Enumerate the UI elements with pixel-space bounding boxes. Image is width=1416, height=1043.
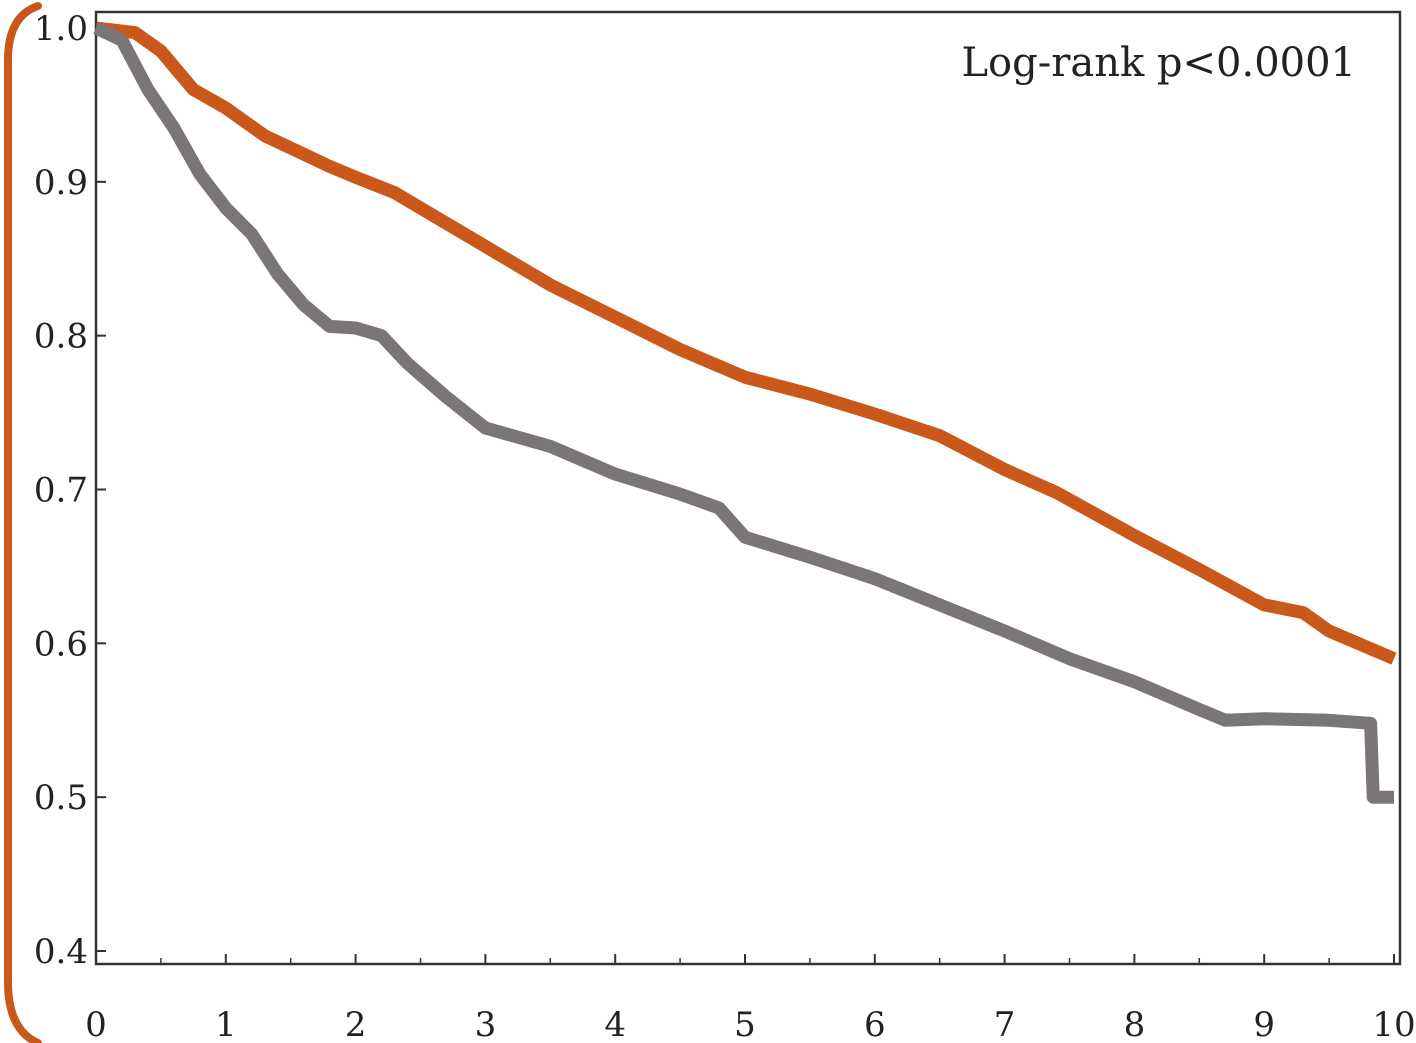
x-tick-label: 10 — [1372, 1005, 1415, 1043]
decorative-border-arc — [3, 2, 42, 1043]
y-tick-label: 0.7 — [34, 471, 88, 511]
plot-frame — [94, 10, 1402, 966]
y-axis: 0.4 0.5 0.6 0.7 0.8 0.9 1.0 — [34, 9, 106, 972]
x-tick-label: 5 — [734, 1005, 756, 1043]
x-tick-label: 1 — [215, 1005, 237, 1043]
y-tick-label: 0.8 — [34, 317, 88, 357]
y-tick-label: 1.0 — [34, 9, 88, 49]
x-tick-label: 2 — [345, 1005, 367, 1043]
x-tick-label: 8 — [1124, 1005, 1146, 1043]
x-tick-label: 6 — [864, 1005, 886, 1043]
x-tick-label: 9 — [1253, 1005, 1275, 1043]
y-tick-label: 0.6 — [34, 624, 88, 664]
y-tick-label: 0.5 — [34, 778, 88, 818]
y-tick-label: 0.4 — [34, 932, 88, 972]
series-layer — [93, 21, 1397, 804]
x-tick-label: 3 — [475, 1005, 497, 1043]
log-rank-annotation: Log-rank p<0.0001 — [961, 40, 1356, 86]
x-tick-label: 7 — [994, 1005, 1016, 1043]
x-tick-label: 4 — [604, 1005, 626, 1043]
y-tick-label: 0.9 — [34, 163, 88, 203]
x-tick-label: 0 — [85, 1005, 107, 1043]
series-line-2 — [93, 22, 1394, 804]
x-axis: 0 1 2 3 4 5 6 7 8 9 10 — [85, 954, 1416, 1043]
series-line-1 — [95, 21, 1397, 665]
